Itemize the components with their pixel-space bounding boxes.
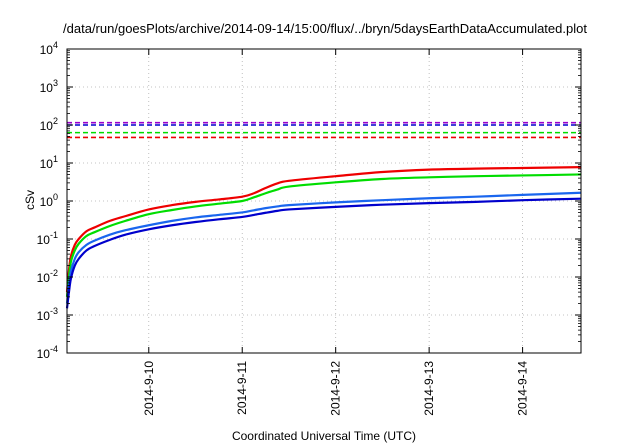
y-tick-label: 103	[40, 78, 58, 95]
y-tick-label: 10-3	[37, 306, 58, 323]
series-line	[65, 197, 582, 309]
y-tick-label: 100	[40, 192, 58, 209]
y-tick-label: 10-1	[37, 230, 58, 247]
y-tick-label: 104	[40, 40, 58, 57]
y-tick-label: 102	[40, 116, 58, 133]
series-line	[65, 191, 582, 304]
y-tick-label: 10-2	[37, 268, 58, 285]
x-tick-label: 2014-9-13	[422, 361, 436, 416]
y-axis-label: cSv	[23, 190, 37, 210]
x-axis-label: Coordinated Universal Time (UTC)	[232, 429, 416, 443]
x-tick-label: 2014-9-10	[142, 361, 156, 416]
y-tick-label: 10-4	[37, 344, 58, 361]
x-tick-label: 2014-9-12	[329, 361, 343, 416]
x-tick-label: 2014-9-11	[235, 361, 249, 415]
ticks-layer	[67, 48, 581, 354]
threshold-layer	[67, 121, 581, 139]
series-layer	[65, 166, 582, 309]
series-line	[65, 166, 582, 293]
series-line	[65, 173, 582, 297]
chart-title: /data/run/goesPlots/archive/2014-09-14/1…	[63, 21, 587, 36]
x-tick-labels: 2014-9-10 2014-9-11 2014-9-12 2014-9-13 2014…	[142, 361, 530, 416]
y-tick-label: 101	[40, 154, 58, 171]
x-tick-label: 2014-9-14	[516, 361, 530, 416]
y-tick-labels: 10-4 10-3 10-2 10-1 100 101 102 103 104	[37, 40, 58, 361]
